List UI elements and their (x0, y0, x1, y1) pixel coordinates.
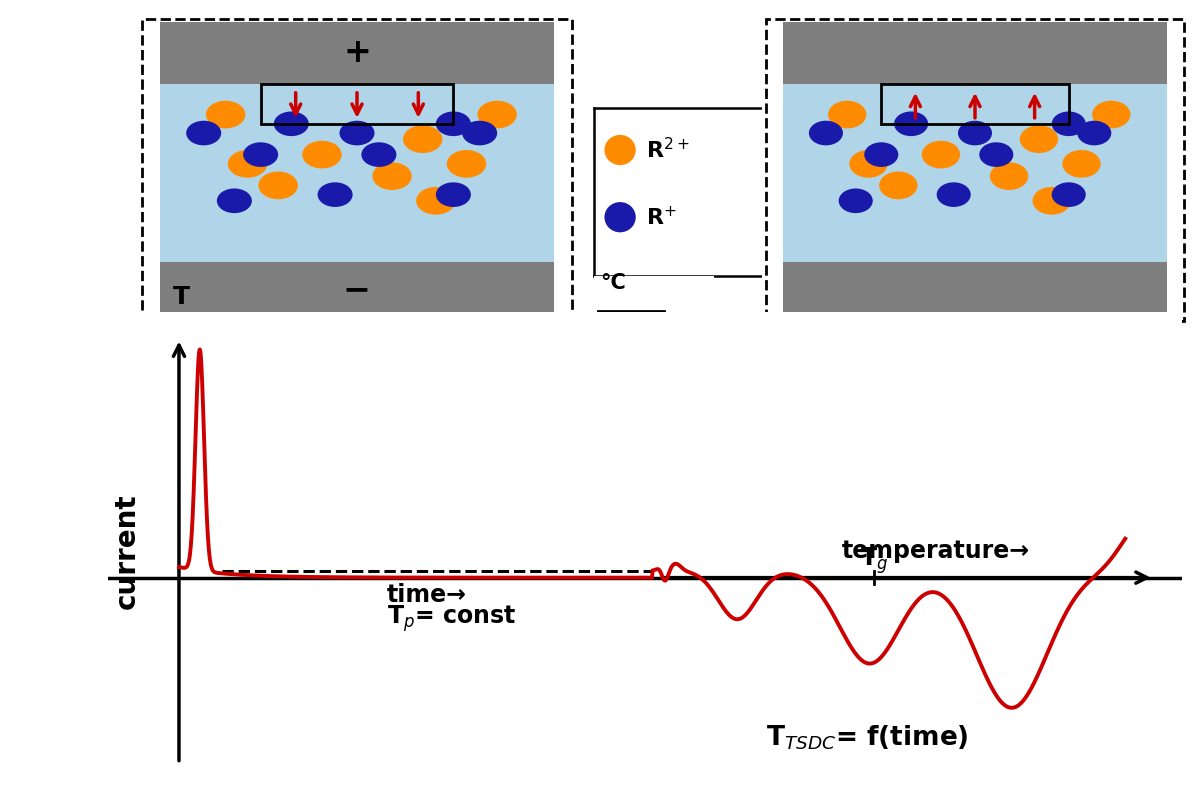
Bar (160, 22, 554, 84)
Circle shape (809, 121, 842, 146)
Circle shape (436, 111, 470, 136)
Circle shape (922, 141, 960, 169)
Circle shape (850, 150, 888, 178)
Circle shape (1051, 182, 1086, 207)
Circle shape (361, 142, 396, 167)
Text: T$_{TSDC}$= f(time): T$_{TSDC}$= f(time) (766, 724, 968, 752)
Circle shape (1051, 111, 1086, 136)
Bar (784, 262, 1166, 318)
Text: time→: time→ (388, 583, 467, 607)
Circle shape (244, 142, 278, 167)
Bar (160, 84, 554, 262)
Bar (160, 262, 554, 318)
Circle shape (880, 171, 918, 199)
Circle shape (894, 111, 928, 136)
Circle shape (828, 101, 866, 129)
Circle shape (206, 101, 245, 129)
Circle shape (446, 150, 486, 178)
Circle shape (186, 121, 221, 146)
Circle shape (1020, 126, 1058, 153)
Circle shape (1078, 121, 1111, 146)
Circle shape (958, 121, 992, 146)
Circle shape (436, 182, 470, 207)
Text: min: min (600, 322, 643, 341)
Circle shape (1062, 150, 1100, 178)
Circle shape (605, 202, 636, 232)
Text: −: − (343, 274, 371, 306)
Circle shape (478, 101, 517, 129)
Bar (784, 22, 1166, 84)
Circle shape (990, 162, 1028, 190)
Bar (260, 84, 454, 124)
Text: T$_p$= const: T$_p$= const (388, 603, 516, 634)
Circle shape (864, 142, 899, 167)
Circle shape (372, 162, 412, 190)
Text: temperature→: temperature→ (841, 539, 1030, 563)
Circle shape (228, 150, 268, 178)
Circle shape (1032, 187, 1070, 214)
Bar (784, 84, 1166, 262)
Text: current: current (113, 494, 140, 609)
Circle shape (416, 187, 456, 214)
Text: °C: °C (600, 273, 625, 293)
Text: T$_g$: T$_g$ (860, 546, 888, 576)
Circle shape (979, 142, 1013, 167)
Text: R$^{2+}$: R$^{2+}$ (647, 138, 690, 162)
Circle shape (274, 111, 308, 136)
Text: +: + (343, 37, 371, 70)
Circle shape (1092, 101, 1130, 129)
Text: R$^{+}$: R$^{+}$ (647, 206, 677, 229)
Circle shape (403, 126, 443, 153)
Circle shape (462, 121, 497, 146)
Bar (881, 84, 1069, 124)
Circle shape (605, 135, 636, 165)
Circle shape (839, 189, 872, 213)
Circle shape (302, 141, 342, 169)
Circle shape (318, 182, 353, 207)
Circle shape (340, 121, 374, 146)
Text: T: T (173, 285, 190, 309)
Circle shape (937, 182, 971, 207)
Circle shape (258, 171, 298, 199)
Circle shape (217, 189, 252, 213)
